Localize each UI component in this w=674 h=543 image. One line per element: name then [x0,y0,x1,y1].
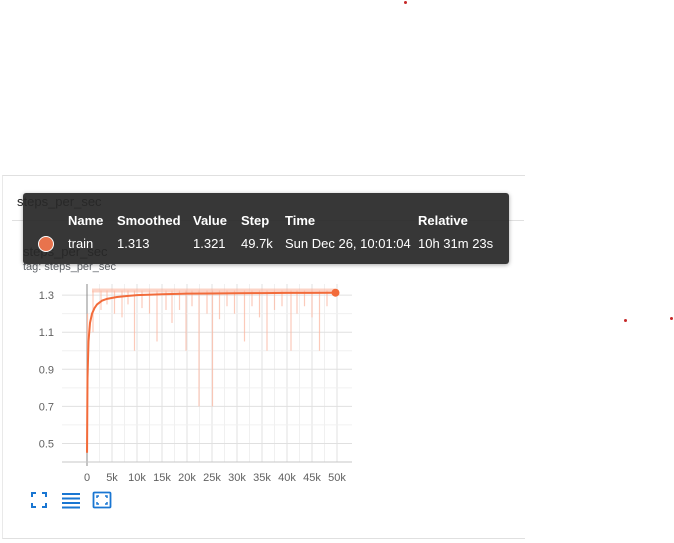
y-tick-label: 0.7 [39,401,54,413]
x-tick-label: 25k [203,472,221,484]
tooltip-header-smoothed: Smoothed [117,213,181,228]
y-tick-label: 1.3 [39,290,54,302]
stray-dot-right-2 [670,317,673,320]
x-tick-label: 30k [228,472,246,484]
chart-tag: tag: steps_per_sec [23,261,116,273]
smoothed-series-line [86,291,336,453]
tooltip-header-value: Value [193,213,227,228]
tooltip-header-name: Name [68,213,104,228]
data-list-icon[interactable] [61,490,81,510]
x-tick-label: 10k [128,472,146,484]
x-tick-label: 40k [278,472,296,484]
y-tick-label: 0.9 [39,364,54,376]
tooltip-header-time: Time [285,213,316,228]
tooltip-header-relative: Relative [418,213,468,228]
x-tick-label: 15k [153,472,171,484]
y-tick-label: 0.5 [39,438,54,450]
stray-dot-top [404,1,407,4]
hover-point-marker [331,288,340,297]
tooltip-header-step: Step [241,213,270,228]
x-tick-label: 45k [303,472,321,484]
stray-dot-right-1 [624,319,627,322]
tooltip-relative: 10h 31m 23s [418,236,494,251]
tooltip-raw-value: 1.321 [193,236,226,251]
x-tick-label: 20k [178,472,196,484]
tooltip-step: 49.7k [241,236,273,251]
x-tick-label: 5k [106,472,118,484]
tooltip-time: Sun Dec 26, 10:01:04 [285,236,411,251]
fit-domain-icon[interactable] [92,490,112,510]
fullscreen-icon[interactable] [29,490,49,510]
hover-tooltip: Name Smoothed Value Step Time Relative t… [23,193,509,264]
tooltip-smoothed-value: 1.313 [117,236,150,251]
x-tick-label: 0 [84,472,90,484]
y-tick-label: 1.1 [39,327,54,339]
tooltip-run-name: train [68,236,94,251]
x-tick-label: 50k [328,472,346,484]
series-color-swatch [38,236,54,252]
x-tick-label: 35k [253,472,271,484]
